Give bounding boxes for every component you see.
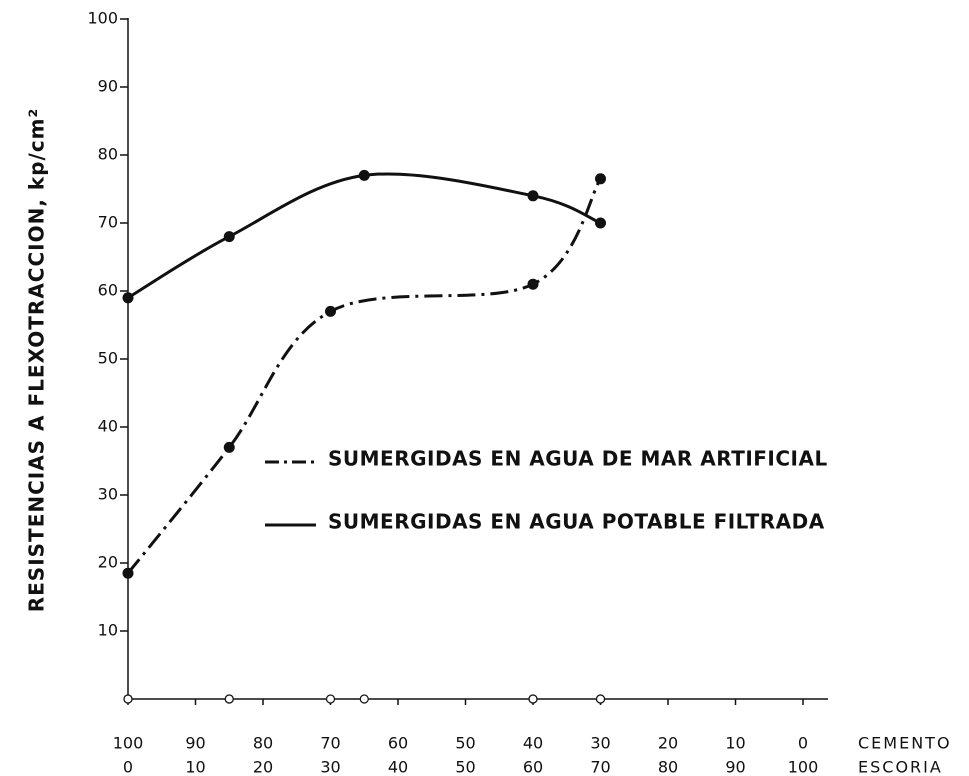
x2-tick-label: 0: [798, 734, 808, 753]
x2-tick-label: 50: [455, 734, 475, 753]
x-tick-label: 50: [455, 758, 475, 776]
data-point: [527, 190, 539, 202]
x-tick-label: 20: [253, 758, 273, 776]
data-point: [223, 231, 235, 243]
x2-tick-label: 90: [185, 734, 205, 753]
y-tick-label: 100: [87, 9, 118, 28]
x2-tick-label: 40: [523, 734, 543, 753]
y-tick-label: 20: [98, 553, 118, 572]
x-tick-label: 10: [185, 758, 205, 776]
x2-tick-label: 30: [590, 734, 610, 753]
data-point: [325, 305, 336, 317]
y-tick-label: 40: [98, 417, 118, 436]
x2-tick-label: 100: [113, 734, 144, 753]
data-point: [122, 292, 134, 304]
x-tick-label: 30: [320, 758, 340, 776]
x-tick-label: 90: [725, 758, 745, 776]
y-tick-label: 30: [98, 485, 118, 504]
legend-label: SUMERGIDAS EN AGUA POTABLE FILTRADA: [328, 510, 825, 534]
y-axis-label: RESISTENCIAS A FLEXOTRACCION, kp/cm²: [25, 108, 49, 613]
x2-tick-label: 80: [253, 734, 273, 753]
x2-tick-label: 20: [658, 734, 678, 753]
x2-tick-label: 70: [320, 734, 340, 753]
y-tick-label: 90: [98, 77, 118, 96]
x-axis-label: ESCORIA: [858, 758, 943, 776]
x2-axis-label: CEMENTO: [858, 734, 952, 753]
x-marker: [123, 694, 133, 704]
x-tick-label: 80: [658, 758, 678, 776]
legend-label: SUMERGIDAS EN AGUA DE MAR ARTIFICIAL: [328, 447, 828, 471]
x-marker: [325, 694, 336, 704]
y-tick-label: 70: [98, 213, 118, 232]
x-marker: [359, 694, 369, 704]
y-tick-label: 50: [98, 349, 118, 368]
data-point: [595, 217, 606, 229]
x-tick-label: 40: [388, 758, 408, 776]
x-tick-label: 70: [590, 758, 610, 776]
x-tick-label: 0: [123, 758, 133, 776]
y-tick-label: 60: [98, 281, 118, 300]
x2-tick-label: 10: [725, 734, 745, 753]
x-marker: [224, 694, 234, 704]
data-point: [122, 567, 134, 579]
data-point: [223, 441, 235, 453]
x-marker: [528, 694, 538, 704]
data-point: [358, 169, 370, 181]
x-tick-label: 60: [523, 758, 543, 776]
data-point: [527, 278, 539, 290]
x2-tick-label: 60: [388, 734, 408, 753]
y-tick-label: 80: [98, 145, 118, 164]
y-tick-label: 10: [98, 621, 118, 640]
x-marker: [595, 694, 606, 704]
x-tick-label: 100: [788, 758, 819, 776]
data-point: [595, 173, 606, 185]
